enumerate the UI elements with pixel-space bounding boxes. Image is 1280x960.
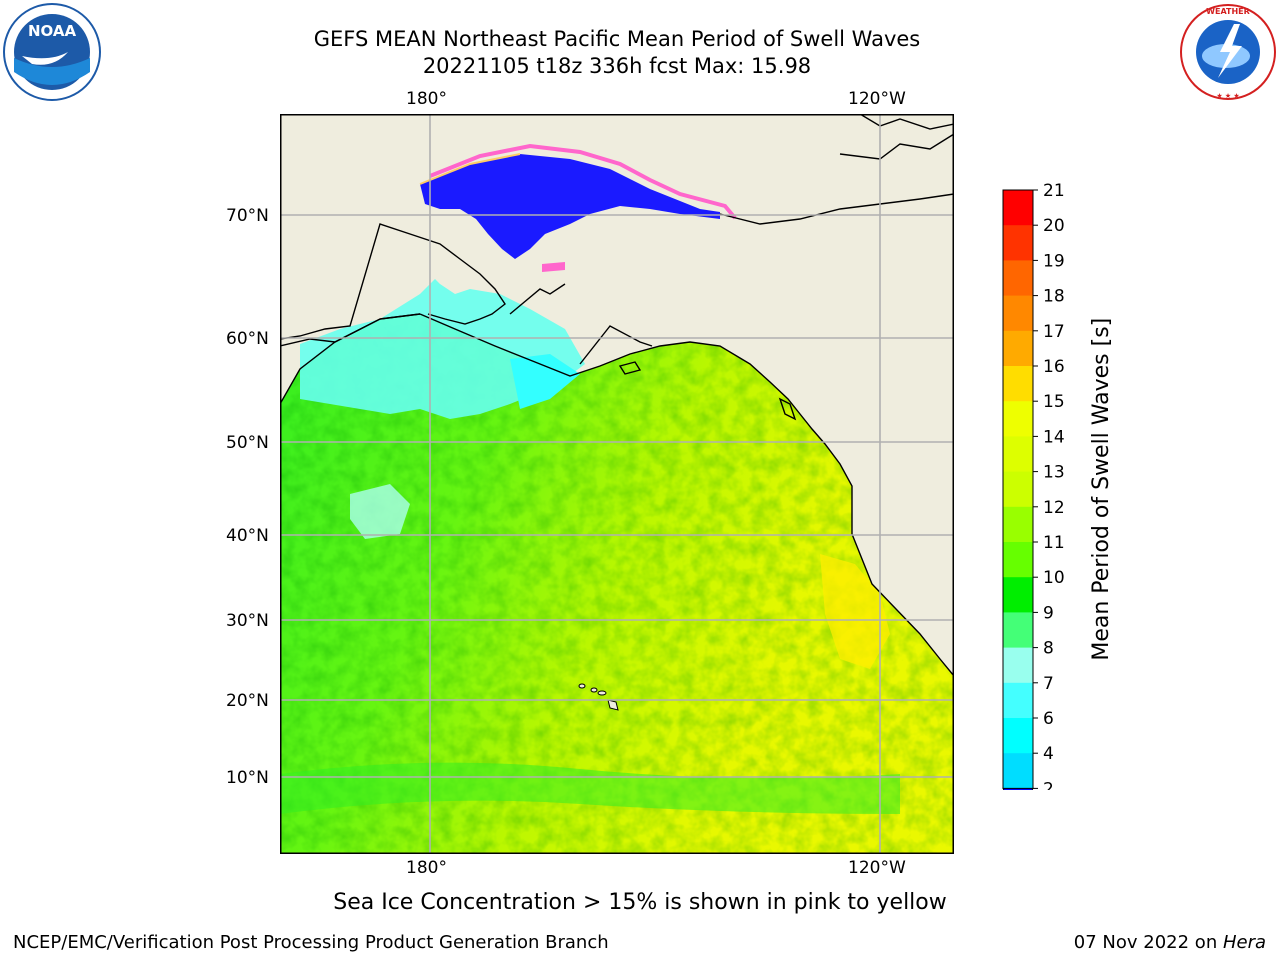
colorbar-segment [1003, 190, 1033, 226]
lon-label-bottom-180: 180° [406, 858, 447, 878]
lat-label-30n: 30°N [226, 611, 269, 631]
colorbar-segment [1003, 647, 1033, 684]
colorbar-segment [1003, 295, 1033, 332]
colorbar-tick-label: 16 [1043, 357, 1065, 377]
lat-label-60n: 60°N [226, 329, 269, 349]
colorbar-segment [1003, 577, 1033, 613]
colorbar-tick-label: 19 [1043, 251, 1065, 271]
lon-label-top-120w: 120°W [848, 89, 906, 109]
colorbar-tick-label: 10 [1043, 568, 1065, 588]
colorbar-tick-label: 8 [1043, 639, 1054, 659]
footer-date: 07 Nov 2022 on [1073, 932, 1223, 953]
lon-label-top-180: 180° [406, 89, 447, 109]
colorbar-tick-label: 7 [1043, 674, 1054, 694]
footer-left: NCEP/EMC/Verification Post Processing Pr… [13, 932, 609, 953]
coastlines [279, 113, 955, 677]
colorbar-segment [1003, 718, 1033, 754]
lat-label-10n: 10°N [226, 768, 269, 788]
colorbar-segment [1003, 506, 1033, 543]
chukchi-sea-swell [420, 154, 720, 259]
colorbar-segment [1003, 225, 1033, 261]
hawaii-islands [578, 683, 619, 711]
chart-title-line1: GEFS MEAN Northeast Pacific Mean Period … [313, 27, 921, 51]
colorbar-tick-label: 18 [1043, 287, 1065, 307]
colorbar: 21 20 19 18 17 16 15 14 13 12 11 10 9 8 7 6 4 2 Mean Perio… [990, 180, 1130, 818]
long-period-zone [820, 554, 890, 669]
colorbar-tick-label: 14 [1043, 427, 1065, 447]
footer-right: 07 Nov 2022 on Hera [1074, 932, 1266, 953]
colorbar-tick-label: 20 [1043, 216, 1065, 236]
colorbar-segment [1003, 366, 1033, 402]
svg-text:NOAA: NOAA [28, 22, 77, 40]
colorbar-segment [1003, 401, 1033, 437]
colorbar-extend-triangle [1002, 787, 1034, 818]
colorbar-tick-label: 21 [1043, 181, 1065, 201]
colorbar-tick-label: 6 [1043, 709, 1054, 729]
colorbar-label: Mean Period of Swell Waves [s] [1089, 318, 1114, 661]
nws-logo-icon: WEATHER ★ ★ ★ [1178, 2, 1278, 102]
swell-period-map [279, 113, 955, 854]
lat-label-40n: 40°N [226, 526, 269, 546]
noaa-logo-icon: NOAA [2, 2, 102, 102]
colorbar-segment [1003, 612, 1033, 649]
colorbar-segment [1003, 542, 1033, 578]
svg-text:WEATHER: WEATHER [1206, 7, 1250, 16]
colorbar-tick-label: 15 [1043, 392, 1065, 412]
colorbar-segment [1003, 436, 1033, 473]
lat-label-70n: 70°N [226, 206, 269, 226]
colorbar-segment [1003, 330, 1033, 367]
sea-ice-caption: Sea Ice Concentration > 15% is shown in … [333, 890, 947, 915]
colorbar-tick-label: 12 [1043, 498, 1065, 518]
graticule [280, 114, 954, 854]
colorbar-tick-label: 9 [1043, 603, 1054, 623]
lon-label-bottom-120w: 120°W [848, 858, 906, 878]
svg-text:★ ★ ★: ★ ★ ★ [1216, 92, 1239, 100]
lat-label-20n: 20°N [226, 691, 269, 711]
colorbar-tick-label: 2 [1043, 779, 1054, 790]
bering-sea-swell [300, 279, 585, 419]
colorbar-segment [1003, 260, 1033, 297]
colorbar-tick-label: 11 [1043, 533, 1065, 553]
colorbar-segment [1003, 753, 1033, 789]
colorbar-segment [1003, 471, 1033, 508]
colorbar-tick-label: 4 [1043, 744, 1054, 764]
lat-label-50n: 50°N [226, 433, 269, 453]
footer-host: Hera [1222, 932, 1266, 953]
colorbar-tick-label: 13 [1043, 463, 1065, 483]
chart-title-line2: 20221105 t18z 336h fcst Max: 15.98 [422, 54, 812, 78]
colorbar-segment [1003, 682, 1033, 719]
colorbar-tick-label: 17 [1043, 322, 1065, 342]
tropical-green-band [280, 762, 900, 814]
